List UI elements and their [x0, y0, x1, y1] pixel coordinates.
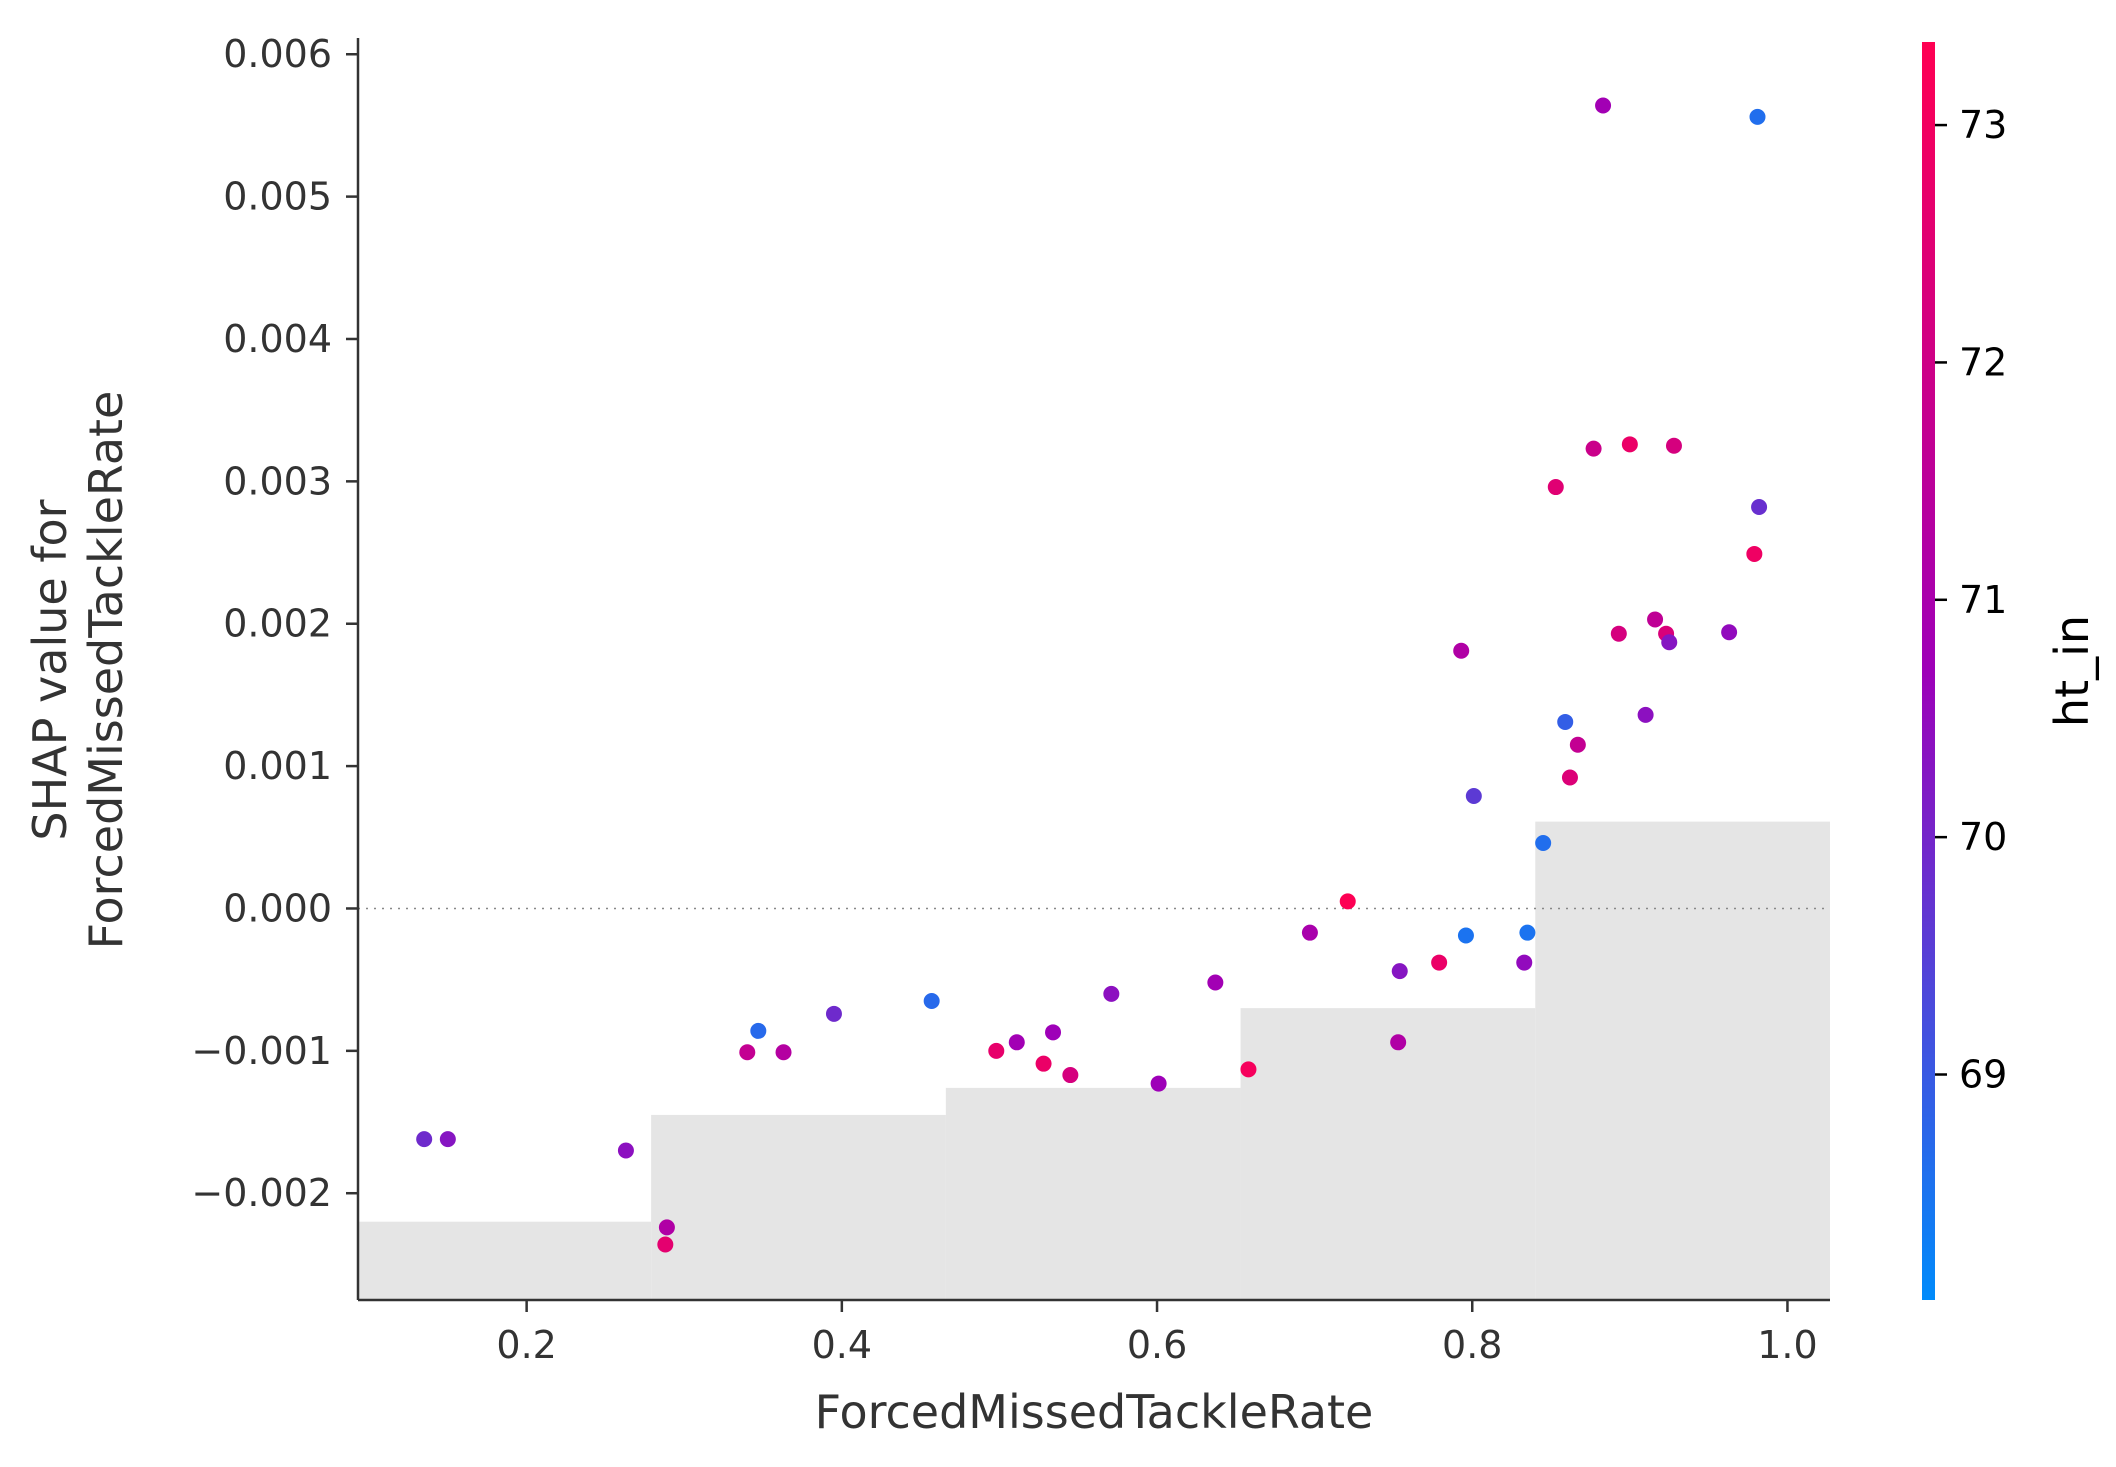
x-tick-label: 0.2 [496, 1323, 556, 1367]
data-point-31 [1547, 479, 1564, 496]
y-tick-label: 0.003 [223, 459, 332, 503]
x-tick-label: 0.8 [1442, 1323, 1502, 1367]
data-point-22 [1390, 1034, 1407, 1051]
data-point-35 [1585, 440, 1602, 457]
data-point-13 [1035, 1055, 1052, 1072]
y-tick-label: 0.000 [223, 886, 332, 930]
data-point-28 [1516, 954, 1533, 971]
histogram-bar-1 [358, 1221, 652, 1300]
data-point-38 [1621, 436, 1638, 453]
scatter-points [416, 97, 1768, 1253]
data-point-21 [1339, 893, 1356, 910]
data-point-2 [439, 1131, 456, 1148]
x-axis-title: ForcedMissedTackleRate [815, 1385, 1374, 1439]
data-point-1 [416, 1131, 433, 1148]
x-tick-label: 0.4 [812, 1323, 872, 1367]
data-point-37 [1610, 625, 1627, 642]
data-point-30 [1535, 834, 1552, 851]
colorbar-tick-label: 73 [1959, 103, 2007, 147]
data-point-32 [1557, 713, 1574, 730]
y-tick-label: 0.002 [223, 602, 332, 646]
colorbar-title: ht_in [2045, 615, 2099, 727]
histogram-bar-3 [945, 1087, 1241, 1300]
data-point-45 [1746, 545, 1763, 562]
y-tick-label: −0.002 [191, 1171, 332, 1215]
data-point-24 [1431, 954, 1448, 971]
data-point-29 [1519, 924, 1536, 941]
data-point-8 [775, 1044, 792, 1061]
data-point-25 [1453, 642, 1470, 659]
data-point-39 [1637, 706, 1654, 723]
data-point-36 [1595, 97, 1612, 114]
histogram-bar-4 [1240, 1008, 1536, 1300]
colorbar-tick-label: 71 [1959, 578, 2007, 622]
data-point-15 [1062, 1067, 1079, 1084]
y-tick-label: −0.001 [191, 1029, 332, 1073]
data-point-44 [1721, 624, 1738, 641]
colorbar-tick-label: 72 [1959, 340, 2007, 384]
data-point-5 [657, 1236, 674, 1253]
data-point-27 [1465, 788, 1482, 804]
data-point-43 [1665, 437, 1682, 454]
x-tick-label: 1.0 [1757, 1323, 1817, 1367]
data-point-3 [617, 1142, 634, 1159]
data-point-6 [739, 1044, 756, 1061]
data-point-33 [1561, 769, 1578, 786]
y-axis-title-line-2: ForcedMissedTackleRate [79, 391, 133, 950]
data-point-11 [988, 1042, 1005, 1059]
data-point-14 [1045, 1024, 1062, 1041]
x-tick-label: 0.6 [1127, 1323, 1187, 1367]
data-point-17 [1150, 1075, 1167, 1092]
data-point-47 [1751, 498, 1768, 515]
colorbar [1922, 42, 1935, 1300]
y-axis-title-line-1: SHAP value for [23, 499, 77, 840]
data-point-19 [1240, 1061, 1257, 1078]
histogram-bar-2 [651, 1114, 946, 1300]
data-point-10 [923, 993, 940, 1010]
data-point-26 [1457, 927, 1474, 944]
data-point-9 [825, 1005, 842, 1022]
y-tick-label: 0.006 [223, 32, 332, 76]
data-point-7 [750, 1022, 767, 1039]
data-point-16 [1103, 985, 1120, 1002]
feature-histogram [358, 821, 1830, 1300]
colorbar-tick-label: 70 [1959, 815, 2007, 859]
colorbar-tick-label: 69 [1959, 1053, 2007, 1097]
y-tick-label: 0.004 [223, 317, 332, 361]
y-tick-label: 0.005 [223, 175, 332, 219]
data-point-34 [1569, 736, 1586, 753]
data-point-40 [1647, 611, 1664, 628]
y-tick-label: 0.001 [223, 744, 332, 788]
data-point-42 [1661, 634, 1678, 651]
data-point-12 [1008, 1034, 1025, 1051]
axes: −0.002 −0.001 0.000 0.001 0.002 0.003 0.004 0.0… [191, 32, 1830, 1367]
data-point-20 [1301, 924, 1318, 941]
data-point-23 [1391, 963, 1408, 980]
histogram-bar-5 [1535, 821, 1830, 1300]
data-point-18 [1207, 974, 1224, 991]
colorbar-ticks: 69 70 71 72 73 [1935, 103, 2007, 1097]
data-point-4 [658, 1219, 675, 1236]
data-point-46 [1749, 108, 1766, 125]
